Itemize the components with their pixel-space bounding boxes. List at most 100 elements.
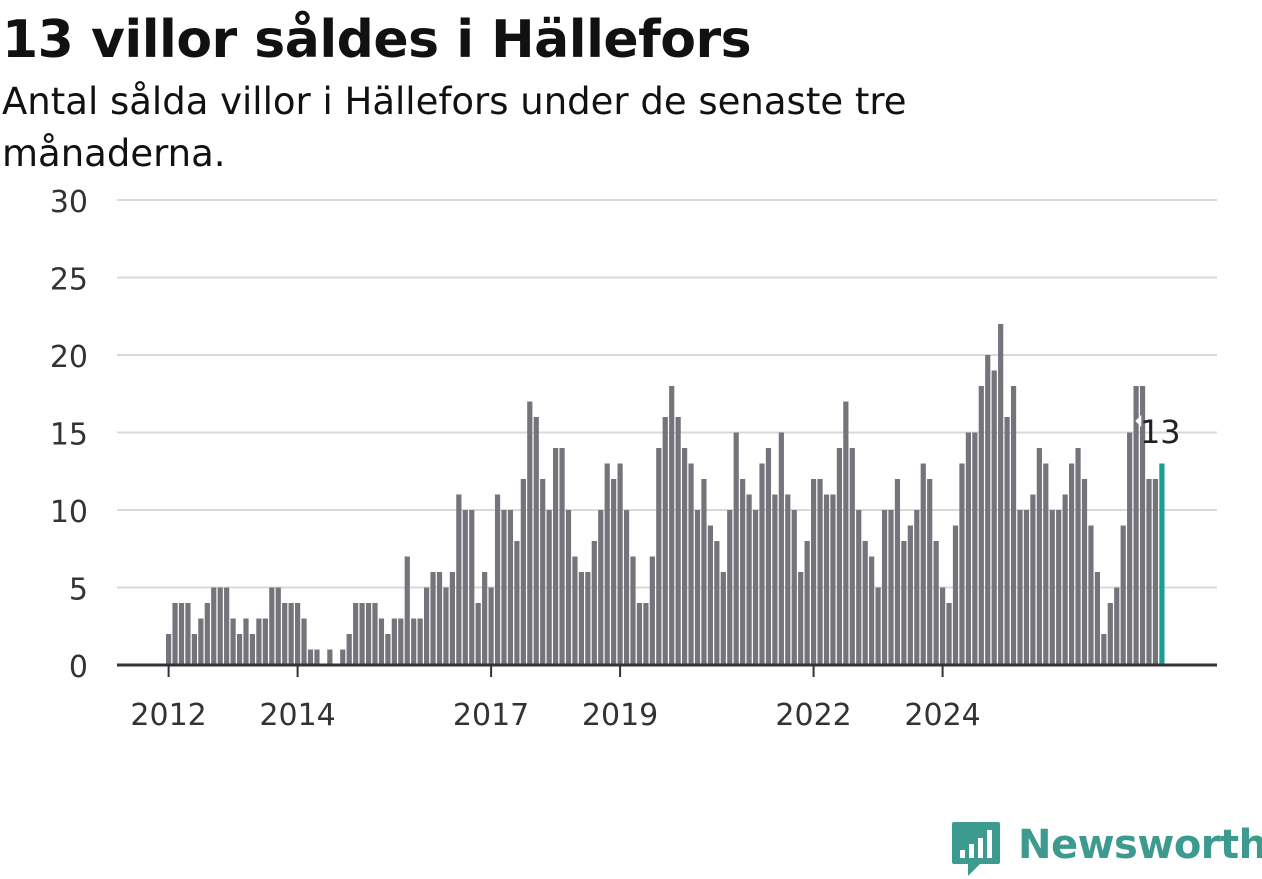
bar — [617, 463, 623, 665]
bar — [553, 448, 559, 665]
bar — [540, 479, 546, 665]
bar — [507, 510, 514, 665]
bar — [572, 556, 578, 665]
bar — [856, 510, 862, 665]
bar — [927, 479, 933, 665]
bar — [462, 510, 468, 665]
y-tick-label: 20 — [50, 340, 88, 375]
bar — [314, 649, 320, 665]
bar — [282, 603, 288, 665]
x-tick-label: 2024 — [904, 698, 980, 733]
bar — [591, 541, 597, 665]
bar — [449, 572, 455, 665]
bar — [430, 572, 436, 665]
x-tick-label: 2012 — [130, 698, 206, 733]
bar — [249, 634, 256, 665]
bar — [875, 587, 881, 665]
bar — [166, 634, 172, 665]
bar — [669, 386, 675, 665]
bar — [746, 494, 752, 665]
bar — [411, 618, 417, 665]
bar — [565, 510, 572, 665]
bar — [869, 556, 875, 665]
bar — [359, 603, 365, 665]
logo-icon — [952, 822, 1000, 876]
bar — [978, 386, 984, 665]
bar — [327, 649, 333, 665]
bar — [398, 618, 404, 665]
bar — [204, 603, 210, 665]
x-tick-label: 2017 — [453, 698, 529, 733]
bar — [662, 417, 668, 665]
bars — [166, 324, 1165, 665]
bar — [217, 587, 223, 665]
bar — [1056, 510, 1062, 665]
bar — [849, 448, 855, 665]
bar — [881, 510, 888, 665]
x-tick-label: 2019 — [582, 698, 658, 733]
annotation-pointer — [1135, 415, 1142, 427]
bar — [1139, 386, 1146, 665]
bar — [288, 603, 294, 665]
bar — [1127, 432, 1133, 665]
bar — [933, 541, 939, 665]
bar — [701, 479, 707, 665]
bar — [1094, 572, 1100, 665]
bar — [623, 510, 630, 665]
y-tick-label: 15 — [50, 418, 88, 453]
bar — [185, 603, 191, 665]
bar — [733, 432, 739, 665]
bar — [417, 618, 423, 665]
bar — [546, 510, 552, 665]
bar — [946, 603, 952, 665]
bar — [682, 448, 688, 665]
newsworthy-logo: Newsworthy — [950, 818, 1262, 878]
bar — [688, 463, 694, 665]
bar — [378, 618, 385, 665]
bar — [952, 525, 959, 665]
bar — [907, 525, 913, 665]
bar — [1081, 479, 1088, 665]
bar — [340, 649, 346, 665]
bar — [1036, 448, 1042, 665]
bar — [759, 463, 765, 665]
bar — [765, 448, 772, 665]
bar — [211, 587, 217, 665]
bar — [630, 556, 636, 665]
bar — [385, 634, 391, 665]
bar — [372, 603, 378, 665]
bar — [1023, 510, 1030, 665]
bar — [501, 510, 507, 665]
bar — [436, 572, 443, 665]
bar — [752, 510, 759, 665]
bar — [830, 494, 836, 665]
bar — [178, 603, 185, 665]
bar — [256, 618, 262, 665]
bar — [1043, 463, 1049, 665]
bar — [965, 432, 971, 665]
bar — [1017, 510, 1023, 665]
x-tick-label: 2014 — [259, 698, 335, 733]
y-axis-ticks: 0 5 10 15 20 25 30 — [50, 185, 88, 685]
bar — [1030, 494, 1036, 665]
bar — [920, 463, 926, 665]
bar — [198, 618, 204, 665]
bar — [772, 494, 778, 665]
bar — [707, 525, 713, 665]
bar — [301, 618, 307, 665]
bar — [578, 572, 584, 665]
bar — [901, 541, 907, 665]
bar — [295, 603, 301, 665]
bar — [894, 479, 901, 665]
bar — [714, 541, 720, 665]
bar — [1049, 510, 1055, 665]
bar-chart: 0 5 10 15 20 25 30 2012 2014 2017 2019 2022 2024 13 — [50, 185, 1217, 733]
bar — [391, 618, 397, 665]
bar — [1010, 386, 1017, 665]
logo-text: Newsworthy — [1018, 822, 1262, 868]
bar — [836, 448, 842, 665]
bar — [888, 510, 894, 665]
bar — [649, 556, 655, 665]
bar — [1004, 417, 1010, 665]
bar — [191, 634, 197, 665]
